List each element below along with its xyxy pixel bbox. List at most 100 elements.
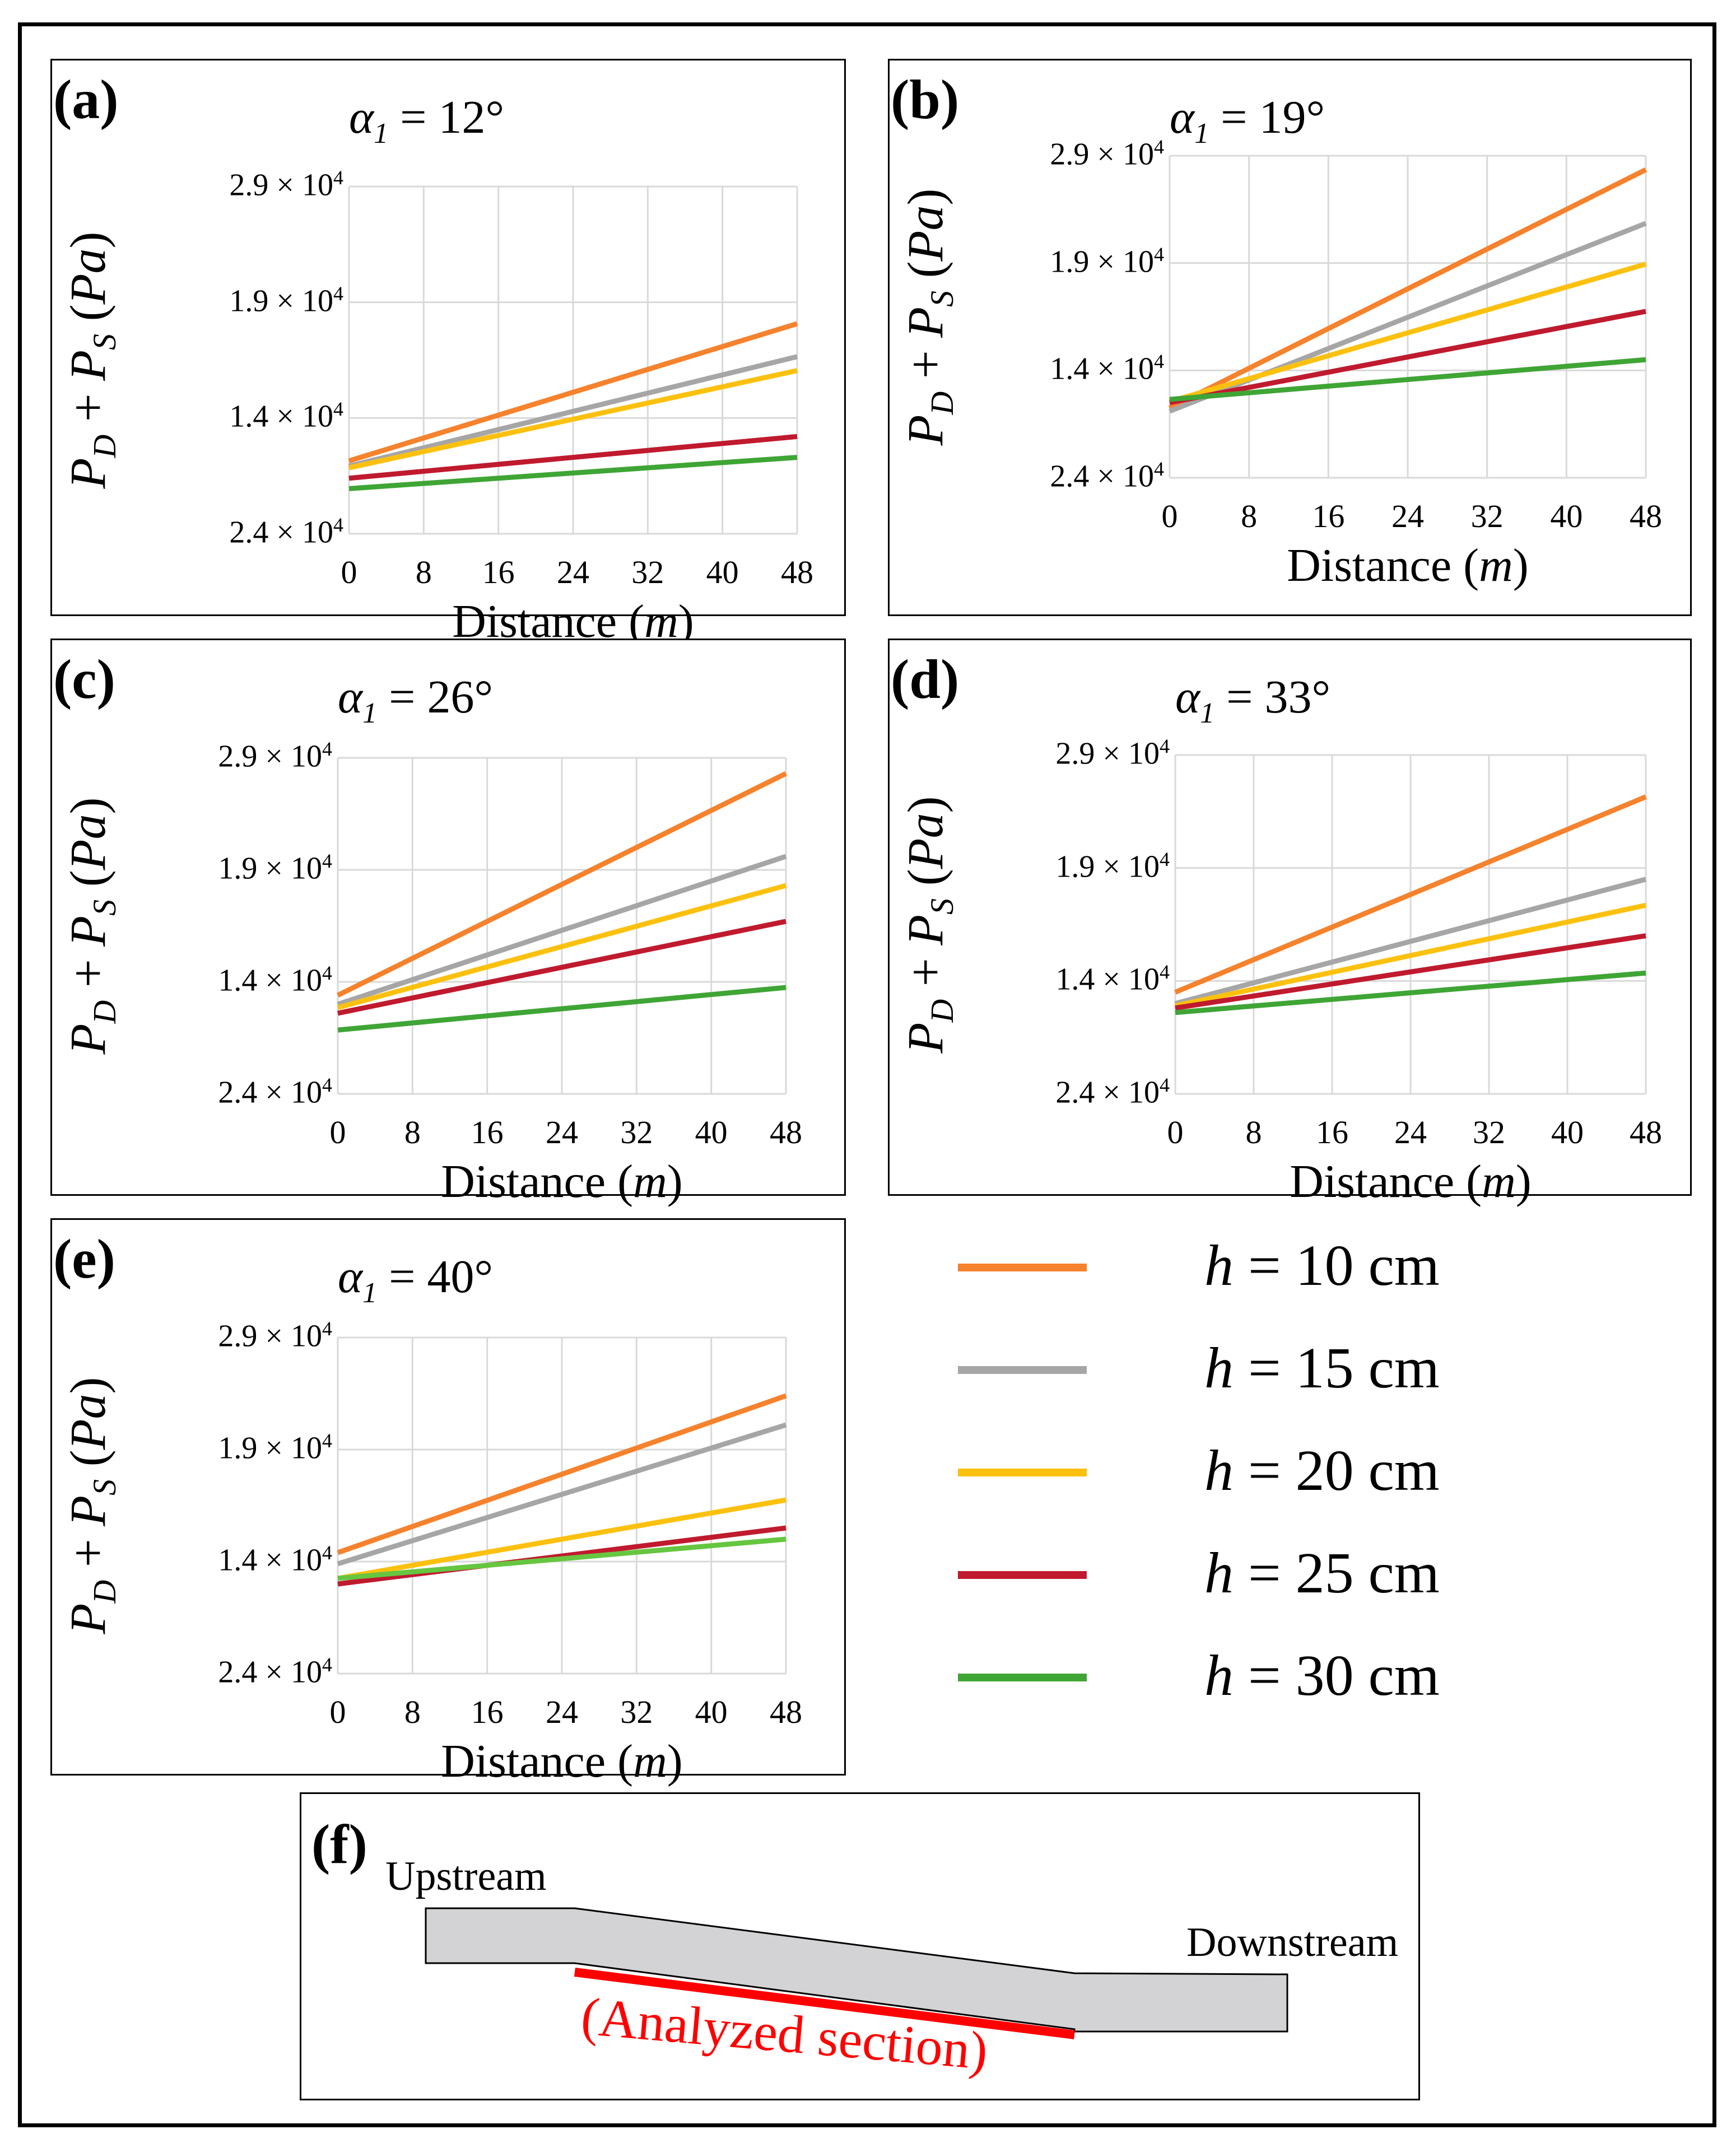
y-label-unit: Pa [898,812,953,869]
y-tick-exponent: 4 [1160,847,1170,870]
title-symbol: α [1170,91,1195,143]
title-symbol: α [349,91,374,143]
title-value: = 33° [1214,671,1331,723]
y-tick-mantissa: 1.9 × 10 [229,283,333,319]
y-tick-exponent: 4 [322,962,332,984]
series-line-h-10-cm [337,1393,787,1555]
x-tick-label: 16 [471,1694,504,1730]
x-axis-label: Distance (m) [338,1158,786,1205]
x-axis-close: ) [678,595,694,647]
legend-value: = 10 cm [1234,1233,1440,1298]
x-tick-label: 16 [482,554,515,590]
x-axis-unit: m [633,1155,667,1208]
legend-var: h [1204,1643,1234,1708]
y-label-plus: + [60,380,116,435]
title-symbol: α [338,671,363,723]
x-tick-label: 8 [415,554,432,590]
downstream-label: Downstream [1186,1919,1399,1965]
x-tick-label: 40 [706,554,739,590]
x-tick-label: 8 [404,1114,421,1150]
y-tick-label: 1.4 × 104 [119,963,332,996]
y-tick-exponent: 4 [322,1541,332,1564]
chart-svg [337,1336,787,1675]
panel-title: α1 = 40° [338,1254,493,1308]
y-tick-exponent: 4 [1154,243,1164,265]
x-tick-label: 32 [631,554,664,590]
y-tick-mantissa: 1.4 × 10 [218,963,322,998]
y-tick-label: 1.4 × 104 [957,962,1170,995]
legend-value: = 30 cm [1234,1643,1440,1708]
x-tick-label: 40 [695,1114,728,1150]
y-label-close: ) [898,795,953,813]
y-label-p1: P [60,458,116,489]
y-tick-exponent: 4 [333,166,343,189]
series-line-h-25-cm [1169,309,1646,406]
x-axis-title: Distance ( [452,595,645,647]
y-tick-label: 2.9 × 104 [119,739,332,772]
series-line-h-30-cm [1175,970,1646,1015]
x-axis-label: Distance (m) [338,1738,786,1785]
y-tick-mantissa: 1.9 × 10 [218,1431,322,1466]
y-label-unit: Pa [60,248,116,305]
upstream-label: Upstream [385,1853,547,1899]
y-tick-label: 1.9 × 104 [957,849,1170,883]
panel-f-label: (f) [311,1813,367,1875]
x-tick-label: 8 [404,1694,421,1730]
y-label-p2: P [60,350,116,381]
y-tick-exponent: 4 [1160,961,1170,984]
y-label-open: ( [60,870,116,900]
y-label-plus: + [898,945,953,999]
series-line-h-15-cm [337,1422,787,1567]
x-tick-label: 16 [1312,498,1345,534]
x-axis-close: ) [1512,539,1529,591]
legend-item: h = 20 cm [941,1437,1613,1504]
x-tick-label: 0 [1161,498,1178,534]
y-tick-exponent: 4 [322,1074,332,1096]
panel-label: (d) [891,648,960,710]
y-label-p2: P [898,306,953,338]
title-subscript: 1 [362,697,378,729]
y-label-unit: Pa [60,1394,116,1450]
title-symbol: α [1175,671,1200,723]
x-tick-label: 32 [620,1114,653,1150]
y-tick-label: 2.9 × 104 [957,736,1170,770]
legend-swatch [958,1366,1087,1374]
x-tick-label: 0 [341,554,357,590]
x-tick-label: 0 [1167,1114,1184,1150]
x-tick-label: 24 [1394,1114,1427,1150]
y-label-p2: P [898,914,953,945]
x-tick-label: 0 [329,1114,346,1150]
legend-swatch [958,1674,1087,1681]
y-tick-exponent: 4 [1154,136,1164,158]
series-line-h-25-cm [348,434,798,481]
legend-value: = 25 cm [1234,1541,1440,1605]
x-axis-unit: m [1479,539,1513,591]
figure-frame [18,22,1716,2127]
y-label-plus: + [898,337,953,392]
x-tick-label: 0 [329,1694,346,1730]
series-line-h-10-cm [337,771,787,998]
y-label-sub-d: D [924,391,960,415]
y-tick-label: 2.4 × 104 [131,515,343,548]
y-tick-mantissa: 1.9 × 10 [218,851,322,886]
x-tick-label: 40 [695,1694,728,1730]
series-line-h-10-cm [1174,794,1647,995]
x-tick-label: 32 [620,1694,653,1730]
y-tick-exponent: 4 [1154,350,1164,373]
chart-panel-2: (b) α1 = 19° 2.9 × 104 1.9 × 104 1.4 × 104 2.… [888,59,1692,616]
y-tick-mantissa: 1.4 × 10 [1055,962,1160,997]
chart-panel-1: (a) α1 = 12° 2.9 × 104 1.9 × 104 1.4 × 104 2.… [50,59,846,645]
series-line-h-15-cm [337,854,787,1007]
x-axis-label: Distance (m) [349,598,797,645]
x-axis-title: Distance ( [441,1155,634,1208]
y-tick-mantissa: 1.4 × 10 [229,399,333,434]
y-tick-mantissa: 2.9 × 10 [218,1318,322,1354]
y-tick-exponent: 4 [333,398,343,421]
x-tick-label: 48 [781,554,813,590]
y-tick-mantissa: 2.4 × 10 [229,515,333,550]
y-tick-exponent: 4 [322,1429,332,1452]
title-value: = 40° [377,1251,494,1303]
y-label-sub-s: S [86,899,123,916]
y-label-p1: P [60,1023,116,1055]
y-tick-label: 1.9 × 104 [951,244,1164,278]
